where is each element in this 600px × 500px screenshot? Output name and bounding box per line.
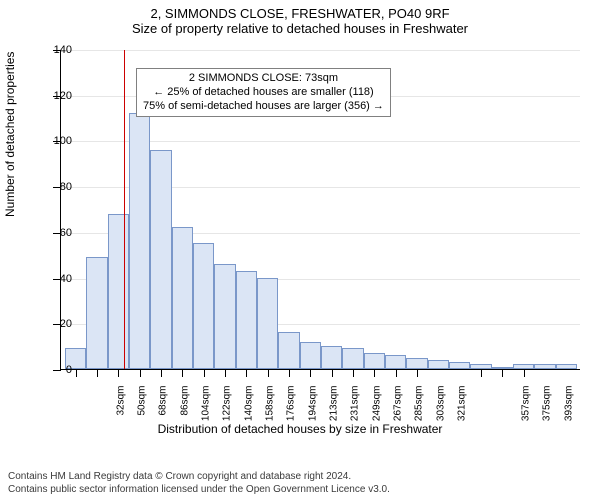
x-tick-label: 68sqm — [158, 386, 169, 436]
histogram-bar — [278, 332, 299, 369]
x-tick-label: 285sqm — [414, 386, 425, 436]
x-tick-label: 267sqm — [393, 386, 404, 436]
y-tick-label: 140 — [54, 44, 72, 56]
y-tick-label: 40 — [60, 273, 72, 285]
x-tick — [374, 369, 375, 377]
histogram-bar — [129, 113, 150, 369]
x-tick-label: 321sqm — [457, 386, 468, 436]
x-tick-label: 303sqm — [435, 386, 446, 436]
histogram-bar — [214, 264, 235, 369]
property-marker-line — [124, 50, 125, 369]
y-tick-label: 60 — [60, 227, 72, 239]
histogram-bar — [449, 362, 470, 369]
x-tick-label: 176sqm — [286, 386, 297, 436]
x-tick-label: 122sqm — [222, 386, 233, 436]
histogram-bar — [257, 278, 278, 369]
x-tick-label: 393sqm — [563, 386, 574, 436]
histogram-bar — [342, 348, 363, 369]
plot-area: 2 SIMMONDS CLOSE: 73sqm← 25% of detached… — [60, 50, 580, 370]
x-axis-label: Distribution of detached houses by size … — [0, 422, 600, 436]
x-tick — [353, 369, 354, 377]
x-tick-label: 375sqm — [542, 386, 553, 436]
histogram-bar — [172, 227, 193, 369]
y-tick-label: 0 — [66, 364, 72, 376]
callout-box: 2 SIMMONDS CLOSE: 73sqm← 25% of detached… — [136, 68, 391, 117]
x-tick — [310, 369, 311, 377]
x-tick — [289, 369, 290, 377]
x-tick-label: 104sqm — [201, 386, 212, 436]
chart-header: 2, SIMMONDS CLOSE, FRESHWATER, PO40 9RF … — [0, 0, 600, 36]
x-tick — [524, 369, 525, 377]
x-tick — [268, 369, 269, 377]
histogram-bar — [193, 243, 214, 369]
x-tick-label: 357sqm — [521, 386, 532, 436]
x-tick-label: 213sqm — [329, 386, 340, 436]
x-tick-label: 158sqm — [265, 386, 276, 436]
x-tick-label: 194sqm — [307, 386, 318, 436]
footer-line-2: Contains public sector information licen… — [8, 483, 592, 496]
x-tick — [140, 369, 141, 377]
gridline — [61, 50, 580, 51]
x-tick — [204, 369, 205, 377]
x-tick — [332, 369, 333, 377]
callout-line: 75% of semi-detached houses are larger (… — [143, 100, 384, 114]
x-tick-label: 249sqm — [371, 386, 382, 436]
histogram-bar — [385, 355, 406, 369]
y-tick-label: 120 — [54, 90, 72, 102]
attribution-footer: Contains HM Land Registry data © Crown c… — [0, 466, 600, 500]
histogram-bar — [406, 358, 427, 369]
x-tick-label: 140sqm — [243, 386, 254, 436]
x-tick — [97, 369, 98, 377]
x-tick — [417, 369, 418, 377]
x-tick — [225, 369, 226, 377]
histogram-bar — [534, 364, 555, 369]
x-tick — [396, 369, 397, 377]
histogram-bar — [321, 346, 342, 369]
y-tick-label: 20 — [60, 318, 72, 330]
histogram-bar — [300, 342, 321, 369]
histogram-bar — [108, 214, 129, 369]
x-tick-label: 32sqm — [115, 386, 126, 436]
x-tick-label: 50sqm — [137, 386, 148, 436]
footer-line-1: Contains HM Land Registry data © Crown c… — [8, 470, 592, 483]
x-tick — [481, 369, 482, 377]
histogram-bar — [556, 364, 577, 369]
histogram-bar — [236, 271, 257, 369]
histogram-bar — [150, 150, 171, 369]
y-tick-label: 80 — [60, 181, 72, 193]
address-line: 2, SIMMONDS CLOSE, FRESHWATER, PO40 9RF — [0, 6, 600, 21]
histogram-bar — [428, 360, 449, 369]
y-tick — [53, 370, 61, 371]
histogram-bar — [364, 353, 385, 369]
x-tick-label: 86sqm — [179, 386, 190, 436]
histogram-bar — [86, 257, 107, 369]
x-tick — [161, 369, 162, 377]
callout-line: ← 25% of detached houses are smaller (11… — [143, 86, 384, 100]
x-tick — [76, 369, 77, 377]
chart-container: Number of detached properties 2 SIMMONDS… — [0, 40, 600, 440]
y-axis-label: Number of detached properties — [3, 52, 17, 217]
x-tick-label: 231sqm — [350, 386, 361, 436]
y-tick-label: 100 — [54, 135, 72, 147]
callout-line: 2 SIMMONDS CLOSE: 73sqm — [143, 72, 384, 86]
x-tick — [118, 369, 119, 377]
subtitle: Size of property relative to detached ho… — [0, 21, 600, 36]
x-tick — [502, 369, 503, 377]
x-tick — [182, 369, 183, 377]
x-tick — [246, 369, 247, 377]
